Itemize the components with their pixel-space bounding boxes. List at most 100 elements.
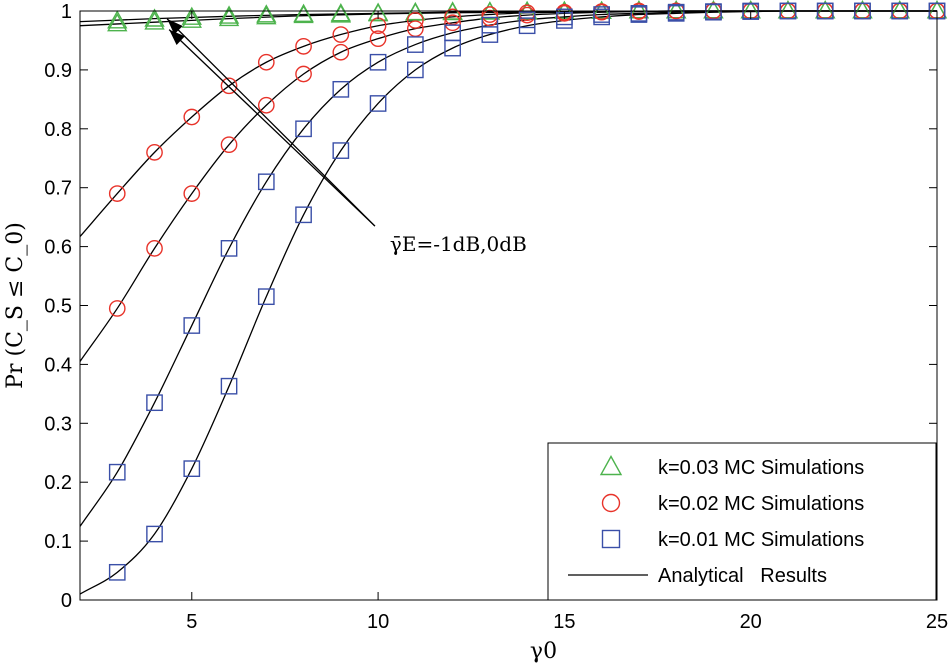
y-tick-label: 0.4 <box>44 354 72 376</box>
series-2-point <box>777 0 799 19</box>
series-1-point <box>218 5 240 24</box>
annotation-arrow-line-2 <box>168 29 376 227</box>
annotation-label: γ̄E=-1dB,0dB <box>390 232 527 256</box>
y-tick-label: 0.3 <box>44 413 72 435</box>
series-3-point <box>295 37 312 55</box>
x-tick-label: 25 <box>926 611 948 633</box>
series-2-point <box>889 0 910 19</box>
series-6-point <box>220 377 238 395</box>
series-2-point <box>405 2 426 21</box>
series-6-point <box>108 563 126 581</box>
legend-label: k=0.03 MC Simulations <box>658 457 864 479</box>
series-5-point <box>332 80 350 98</box>
series-3-point <box>257 53 275 71</box>
x-tick-label: 5 <box>186 611 197 633</box>
series-6-point <box>630 6 648 23</box>
series-2-point <box>293 4 314 24</box>
series-6-point <box>146 525 163 543</box>
series-6-point <box>705 3 722 21</box>
series-1-point <box>256 4 277 23</box>
series-5-point <box>369 53 387 71</box>
legend: k=0.03 MC Simulations k=0.02 MC Simulatio… <box>547 442 937 601</box>
annotation: γ̄E=-1dB,0dB <box>166 18 527 256</box>
legend-label: k=0.01 MC Simulations <box>658 529 864 551</box>
annotation-arrow-line-1 <box>166 18 376 227</box>
series-2-point <box>367 3 389 22</box>
y-tick-label: 0.2 <box>44 472 72 494</box>
series-6-point <box>518 17 536 35</box>
series-3-point <box>332 26 350 43</box>
y-axis-label: Pr (C_S ≤ C_0) <box>3 222 28 389</box>
series-5-point <box>108 463 126 481</box>
series-2-point <box>815 0 836 19</box>
series-2-point <box>628 0 650 19</box>
series-5-point <box>295 120 312 138</box>
series-2-point <box>665 0 687 19</box>
series-4-point <box>332 43 350 61</box>
series-6-point <box>406 61 424 79</box>
series-1-point <box>181 6 202 25</box>
annotation-arrowhead-2 <box>169 29 185 45</box>
series-2-point <box>107 13 128 32</box>
legend-marker-circle <box>601 493 621 513</box>
x-axis-label: γ0 <box>530 639 557 664</box>
series-6-point <box>295 206 312 224</box>
series-3-point <box>108 185 126 202</box>
y-tick-label: 0.1 <box>44 531 72 553</box>
series-6-point <box>257 288 275 306</box>
series-1-point <box>144 8 165 27</box>
series-3-point <box>146 144 163 161</box>
series-6-point <box>369 95 387 112</box>
x-tick-label: 15 <box>553 611 575 633</box>
series-5-point <box>220 240 238 257</box>
series-2-point <box>144 11 165 30</box>
series-2-point <box>591 0 612 20</box>
series-6-point <box>444 39 461 57</box>
series-2-point <box>181 9 202 28</box>
series-5-point <box>257 173 275 191</box>
series-3-point <box>406 12 424 29</box>
series-6-point <box>183 460 201 478</box>
series-3-point <box>220 77 238 95</box>
y-tick-label: 0 <box>61 590 72 612</box>
series-4-point <box>220 136 238 154</box>
series-6-point <box>332 142 350 159</box>
series-6-point <box>593 8 611 26</box>
series-2-point <box>703 0 724 19</box>
series-2-point <box>852 0 873 19</box>
series-4-point <box>257 96 275 114</box>
series-5-point <box>183 317 201 334</box>
series-6-point <box>481 26 499 43</box>
series-5-point <box>406 36 424 53</box>
x-tick-label: 20 <box>740 611 762 633</box>
series-4-point <box>444 14 461 32</box>
series-4-point <box>183 185 201 202</box>
y-tick-label: 0.5 <box>44 296 72 318</box>
series-4-point <box>146 240 163 257</box>
series-5-point <box>146 394 163 412</box>
legend-label: Analytical Results <box>658 565 827 587</box>
data-markers <box>107 0 948 581</box>
series-3-point <box>481 6 499 23</box>
y-tick-label: 0.6 <box>44 237 72 259</box>
y-tick-label: 0.7 <box>44 178 72 200</box>
y-tick-label: 0.8 <box>44 119 72 141</box>
legend-marker-triangle <box>599 455 623 476</box>
y-tick-label: 0.9 <box>44 60 72 82</box>
legend-label: k=0.02 MC Simulations <box>658 493 864 515</box>
series-4-point <box>108 300 126 317</box>
series-4-point <box>369 30 387 48</box>
y-tick-label: 1 <box>61 1 72 23</box>
x-tick-label: 10 <box>367 611 389 633</box>
series-4-point <box>295 65 312 83</box>
series-3-point <box>183 108 201 126</box>
series-6-point <box>742 3 760 20</box>
series-2-point <box>256 5 277 25</box>
legend-box <box>547 442 937 601</box>
axes: 5 10 15 20 25 0 0.1 0.2 0.3 0.4 0.5 0.6 0.7 0.8 0.9 1 <box>44 1 948 633</box>
series-1-point <box>107 10 128 29</box>
series-6-point <box>667 5 685 22</box>
series-2-point <box>218 7 240 27</box>
annotation-arrowhead-1 <box>167 18 183 35</box>
